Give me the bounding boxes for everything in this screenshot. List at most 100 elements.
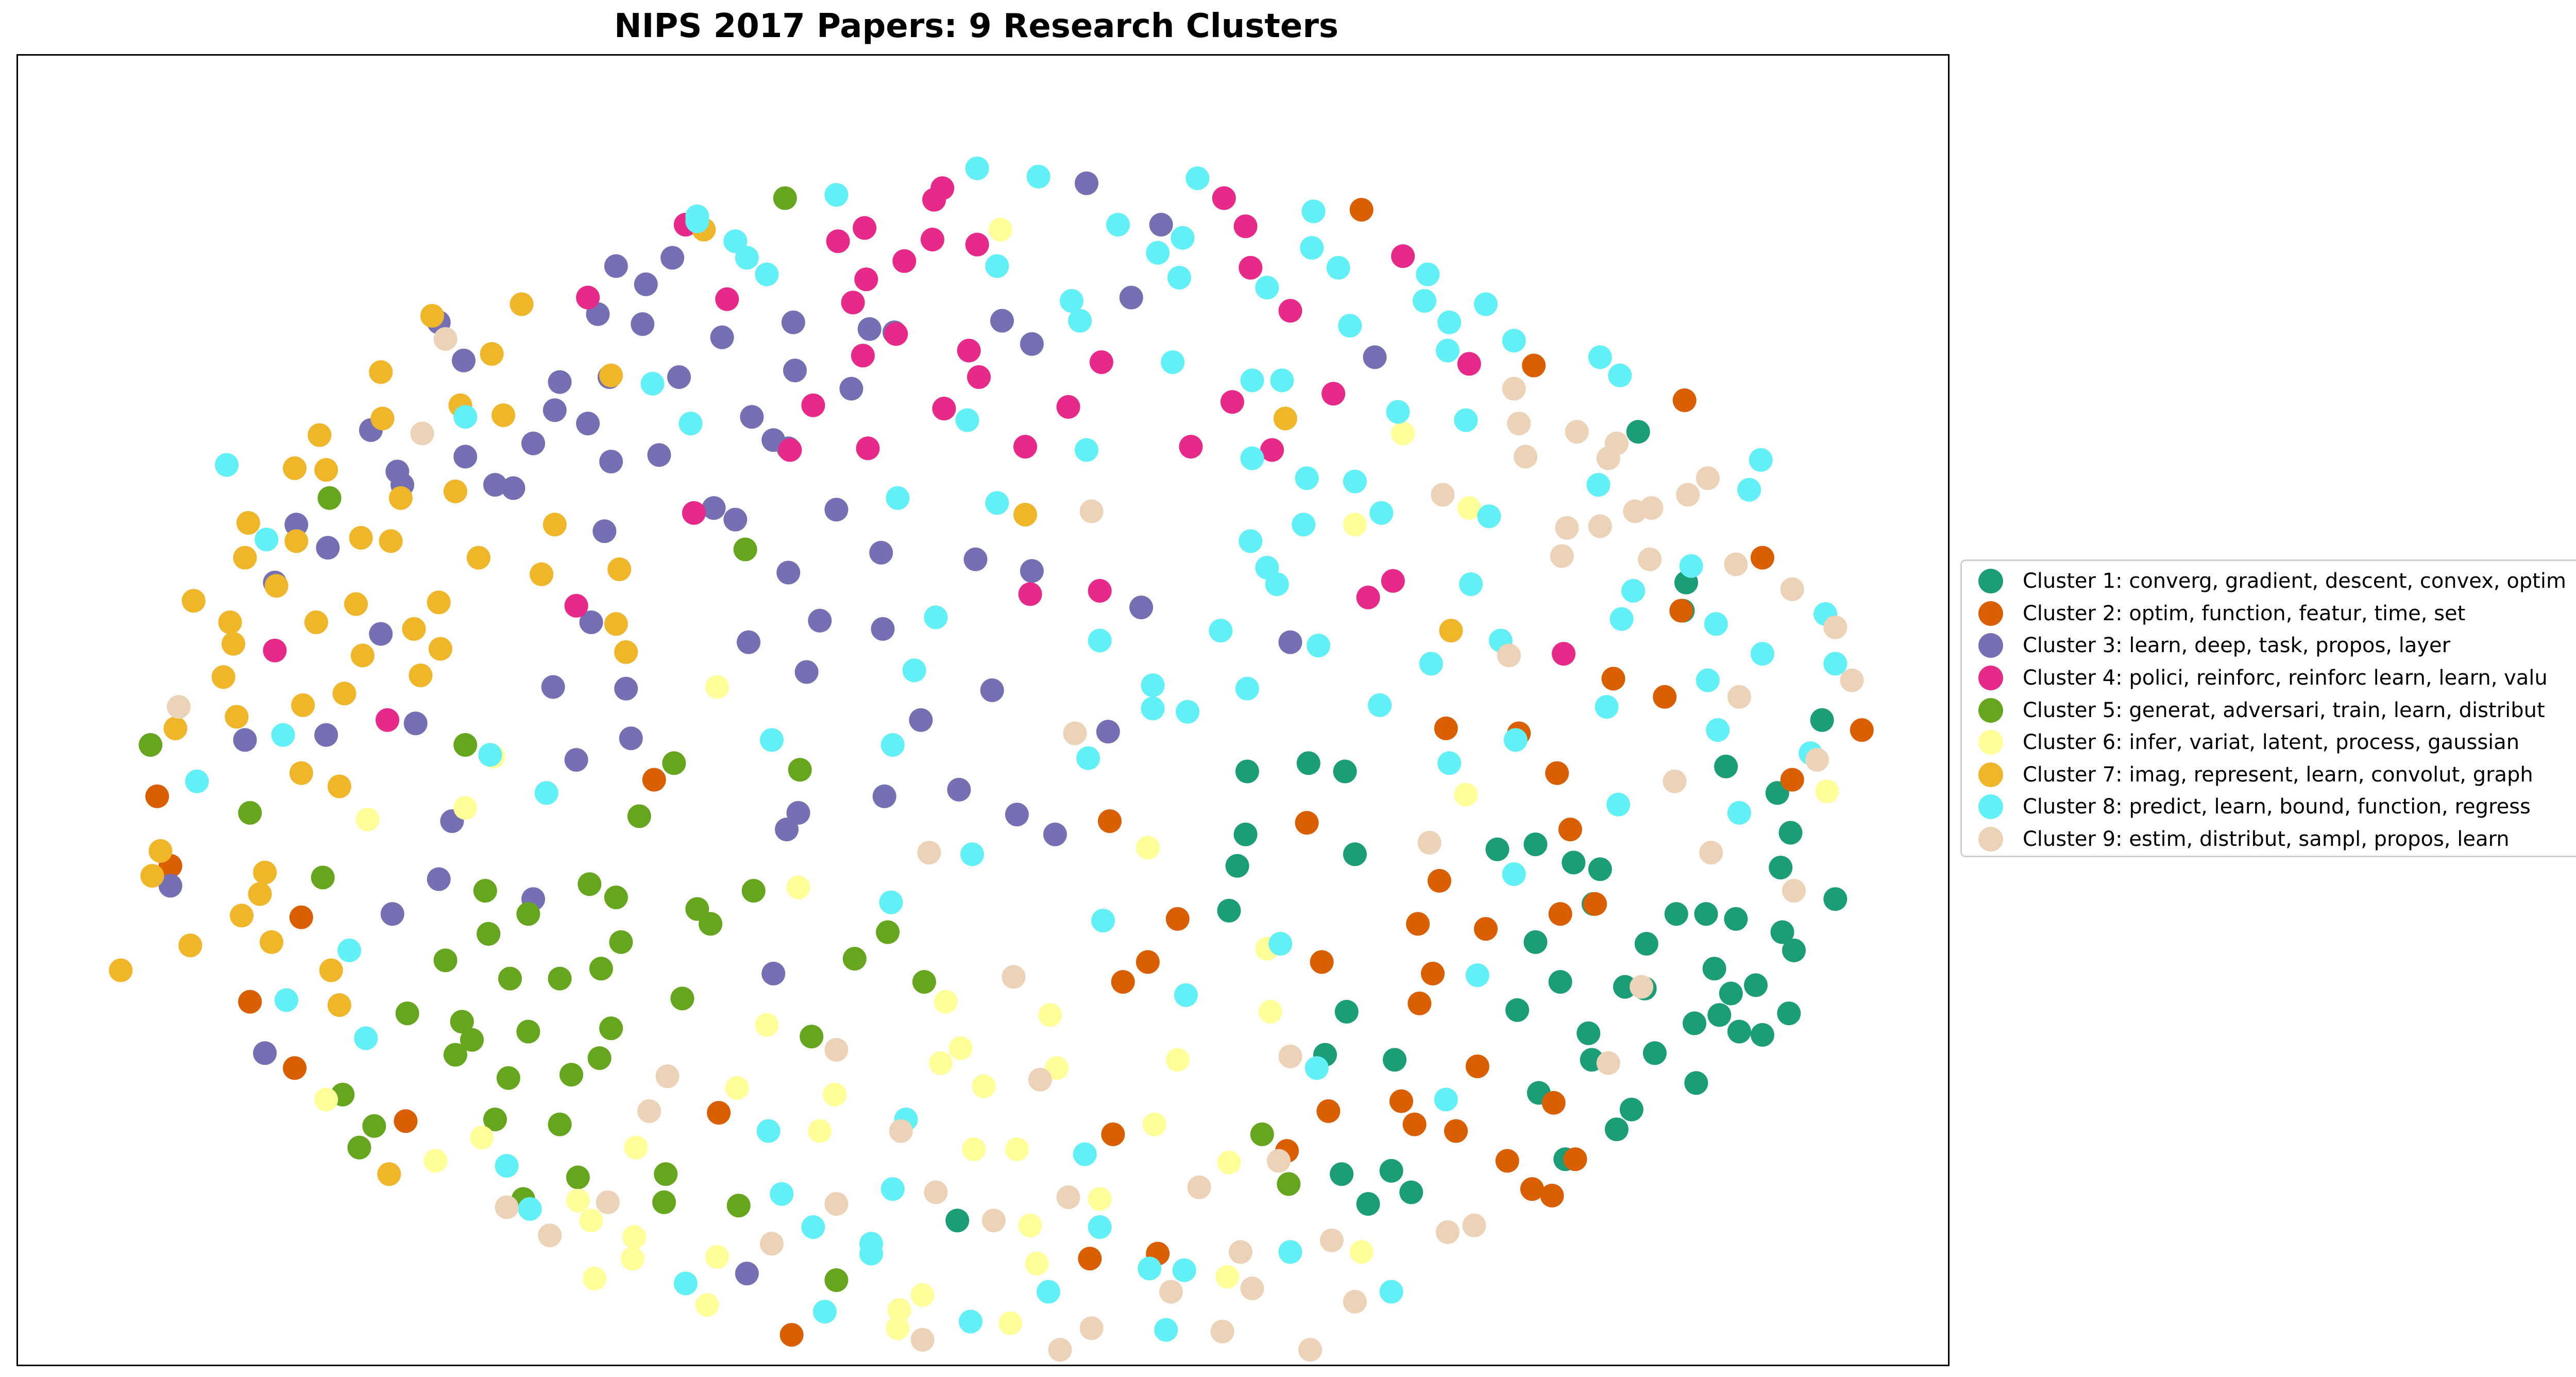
cluster-2-point (1136, 950, 1160, 974)
cluster-8-point (1307, 634, 1331, 658)
cluster-5-point (453, 733, 478, 757)
cluster-9-point (1805, 748, 1829, 772)
cluster-1-point (1719, 981, 1743, 1006)
cluster-5-point (1277, 1172, 1301, 1196)
cluster-7-point (211, 665, 235, 689)
cluster-3-point (427, 867, 451, 891)
cluster-4-point (1391, 244, 1415, 268)
cluster-3-point (839, 377, 863, 401)
cluster-8-point (1300, 236, 1324, 260)
cluster-9-point (1267, 1149, 1291, 1173)
cluster-4-point (1381, 569, 1405, 593)
cluster-9-point (1823, 615, 1848, 639)
cluster-9-point (1431, 483, 1455, 507)
cluster-8-point (1301, 199, 1326, 224)
cluster-8-point (185, 769, 209, 793)
cluster-1-point (1523, 832, 1548, 856)
cluster-6-point (886, 1316, 910, 1340)
cluster-2-point (1111, 970, 1135, 994)
cluster-3-point (316, 536, 340, 560)
cluster-7-point (350, 643, 375, 668)
cluster-6-point (1217, 1150, 1241, 1175)
cluster-7-point (218, 610, 242, 634)
cluster-8-point (1060, 289, 1083, 313)
scatter-plot (109, 156, 1874, 1362)
cluster-9-point (1435, 1220, 1460, 1244)
cluster-8-point (1240, 446, 1264, 470)
cluster-1-point (1225, 854, 1249, 878)
cluster-5-point (483, 1108, 507, 1131)
cluster-8-point (1454, 408, 1478, 432)
cluster-6-point (1815, 779, 1839, 804)
cluster-7-point (283, 456, 307, 480)
legend-swatch (1978, 762, 2003, 787)
cluster-1-point (1334, 999, 1359, 1024)
cluster-7-point (428, 637, 452, 661)
cluster-1-point (1694, 902, 1718, 926)
cluster-1-point (1505, 998, 1529, 1022)
cluster-5-point (824, 1268, 849, 1292)
cluster-7-point (344, 592, 368, 616)
cluster-6-point (1005, 1137, 1029, 1161)
cluster-8-point (1075, 438, 1098, 462)
cluster-4-point (1233, 214, 1258, 239)
cluster-5-point (460, 1028, 484, 1052)
cluster-7-point (225, 705, 249, 729)
legend: Cluster 1: converg, gradient, descent, c… (1960, 559, 2576, 857)
legend-label: Cluster 1: converg, gradient, descent, c… (2023, 569, 2566, 593)
cluster-3-point (871, 617, 895, 641)
cluster-8-point (1434, 1087, 1458, 1112)
cluster-7-point (248, 882, 272, 906)
cluster-3-point (735, 1262, 759, 1286)
cluster-4-point (1089, 350, 1113, 374)
cluster-8-point (1823, 652, 1848, 676)
cluster-8-point (534, 781, 558, 805)
legend-swatch (1978, 666, 2003, 691)
cluster-8-point (274, 988, 298, 1012)
cluster-8-point (1606, 792, 1631, 817)
cluster-1-point (1604, 1117, 1629, 1142)
cluster-9-point (1663, 769, 1687, 793)
cluster-8-point (1292, 513, 1316, 537)
cluster-9-point (1699, 841, 1723, 865)
cluster-9-point (981, 1209, 1006, 1233)
cluster-8-point (1161, 350, 1185, 374)
cluster-3-point (776, 560, 801, 585)
legend-label: Cluster 3: learn, deep, task, propos, la… (2023, 634, 2451, 658)
cluster-3-point (1043, 822, 1067, 846)
cluster-3-point (783, 359, 807, 383)
cluster-6-points (314, 217, 1839, 1340)
cluster-6-point (314, 1087, 338, 1112)
cluster-6-point (423, 1149, 448, 1173)
legend-swatch (1978, 698, 2003, 723)
cluster-7-point (427, 590, 451, 615)
cluster-6-point (622, 1225, 647, 1249)
cluster-8-point (1608, 363, 1632, 387)
cluster-7-point (614, 640, 638, 664)
cluster-5-point (433, 948, 457, 973)
cluster-8-point (1343, 469, 1367, 494)
cluster-8-point (1465, 963, 1489, 988)
cluster-1-point (1823, 887, 1848, 911)
cluster-1-point (1769, 856, 1793, 880)
cluster-8-point (886, 486, 910, 510)
cluster-5-points (139, 186, 1301, 1292)
cluster-8-point (1255, 276, 1279, 300)
cluster-4-point (1321, 382, 1346, 406)
cluster-8-point (760, 728, 784, 752)
cluster-1-point (1777, 1001, 1801, 1026)
cluster-8-point (1412, 289, 1436, 313)
cluster-9-point (1240, 1277, 1264, 1300)
cluster-7-point (314, 458, 338, 482)
cluster-5-point (548, 966, 572, 991)
cluster-7-point (607, 557, 632, 582)
cluster-3-point (824, 498, 849, 522)
cluster-7-point (308, 423, 332, 447)
cluster-2-point (1583, 892, 1607, 916)
cluster-9-point (1604, 431, 1629, 455)
cluster-8-point (770, 1182, 794, 1206)
cluster-1-point (1782, 938, 1806, 962)
cluster-8-point (879, 890, 903, 914)
cluster-7-point (109, 958, 133, 982)
legend-entry-cluster-8: Cluster 8: predict, learn, bound, functi… (1962, 791, 2576, 823)
